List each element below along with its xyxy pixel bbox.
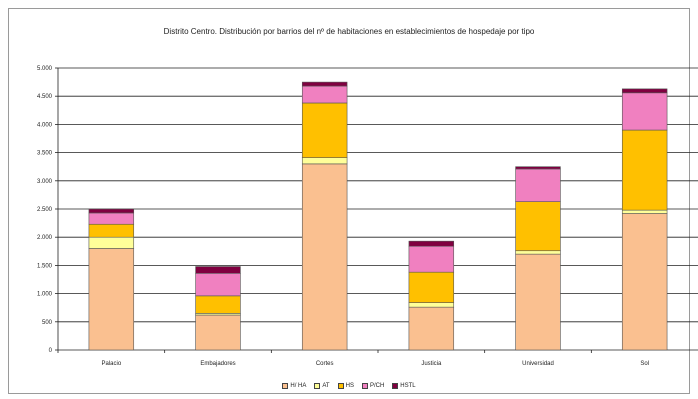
bar-segment — [621, 92, 668, 131]
y-tick-label: 2.000 — [37, 235, 53, 241]
bar-segment — [301, 81, 348, 87]
legend-swatch — [314, 383, 321, 389]
bar-segment — [621, 213, 668, 351]
legend-label: HS — [345, 383, 354, 389]
x-tick-label: Universidad — [522, 361, 554, 367]
y-tick-label: 1.500 — [37, 263, 53, 269]
y-tick-label: 4.000 — [37, 122, 53, 128]
x-tick-label: Embajadores — [200, 361, 235, 367]
bar-segment — [621, 129, 668, 211]
bar-segment — [195, 314, 241, 351]
chart-title: Distrito Centro. Distribución por barrio… — [163, 27, 535, 36]
legend-label: AT — [322, 383, 330, 389]
x-tick-label: Palacio — [101, 361, 121, 367]
y-tick-label: 5.000 — [37, 66, 53, 72]
bar-segment — [301, 102, 348, 158]
bar-segment — [301, 163, 348, 351]
bar-segment — [301, 85, 348, 104]
bar-segment — [408, 302, 455, 308]
bar-segment — [621, 88, 668, 94]
y-tick-label: 3.000 — [37, 179, 53, 185]
y-tick-label: 2.500 — [37, 207, 53, 213]
legend-swatch — [392, 383, 399, 389]
bar-segment — [195, 295, 241, 314]
y-tick-label: 1.000 — [37, 292, 53, 298]
legend-item: HS — [337, 383, 354, 389]
bar-segment — [408, 240, 455, 247]
bar-segment — [88, 248, 135, 351]
bar-segment — [515, 250, 561, 255]
bar-segment — [515, 201, 561, 252]
bar-segment — [408, 306, 455, 351]
bar-segment — [195, 272, 241, 297]
legend-item: HSTL — [392, 383, 416, 389]
y-tick-label: 4.500 — [37, 94, 53, 100]
legend-label: H/ HA — [290, 383, 307, 389]
chart-legend: H/ HA AT HS P/CH HSTL — [0, 383, 698, 389]
legend-swatch — [282, 383, 289, 389]
bar-segment — [515, 166, 561, 170]
legend-label: P/CH — [369, 383, 385, 389]
legend-swatch — [337, 383, 344, 389]
y-tick-label: 0 — [49, 348, 53, 354]
x-tick-label: Cortes — [316, 361, 334, 367]
bar-segment — [195, 266, 241, 274]
bar-segment — [408, 245, 455, 273]
x-tick-label: Justicia — [421, 361, 442, 367]
bar-segment — [408, 271, 455, 303]
bar-segment — [515, 253, 561, 351]
bar-segment — [621, 209, 668, 214]
bar-segment — [88, 212, 135, 225]
bar-segment — [301, 157, 348, 165]
legend-swatch — [361, 383, 368, 389]
bar-segment — [88, 236, 135, 249]
bar-segment — [88, 208, 135, 214]
bar-segment — [515, 168, 561, 202]
legend-item: H/ HA — [282, 383, 306, 389]
y-tick-label: 500 — [42, 320, 53, 326]
y-tick-label: 3.500 — [37, 151, 53, 157]
legend-item: P/CH — [361, 383, 385, 389]
legend-label: HSTL — [400, 383, 416, 389]
x-tick-label: Sol — [640, 361, 649, 367]
legend-item: AT — [314, 383, 330, 389]
bar-segment — [88, 223, 135, 238]
